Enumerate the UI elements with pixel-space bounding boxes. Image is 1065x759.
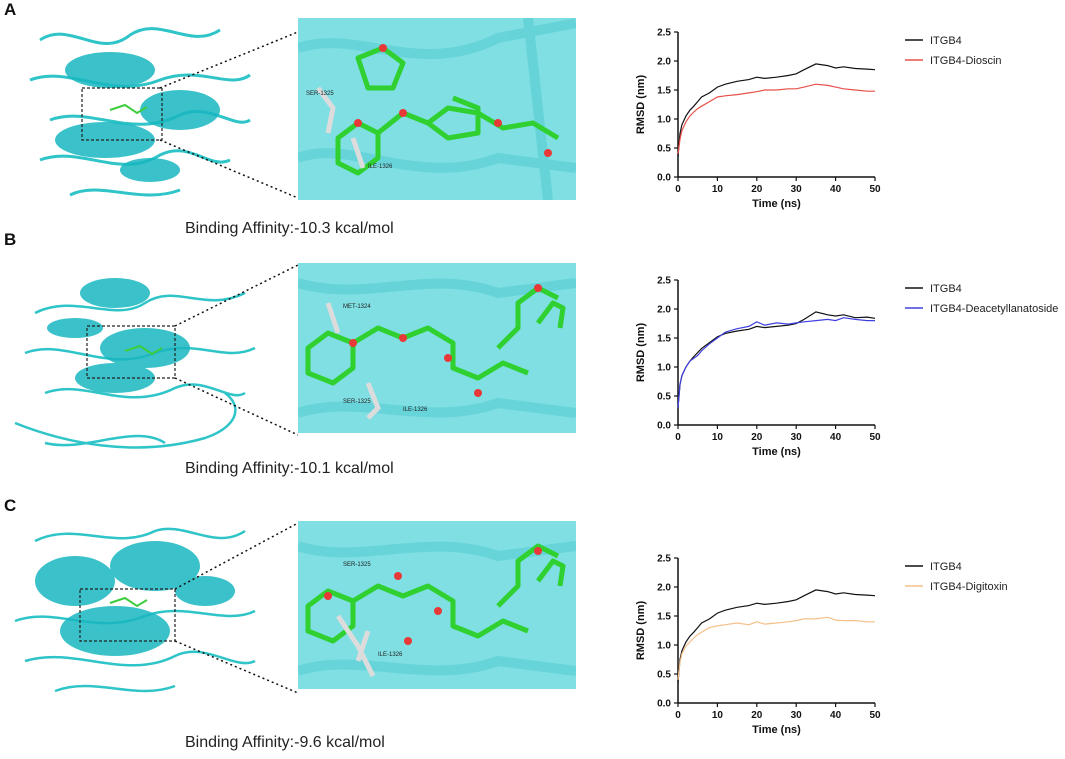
- x-tick-label: 20: [751, 184, 763, 195]
- y-axis-label: RMSD (nm): [635, 75, 647, 135]
- y-tick-label: 0.5: [657, 670, 671, 681]
- series-line: [677, 589, 876, 683]
- y-tick-label: 0.0: [657, 173, 671, 184]
- y-tick-label: 0.0: [657, 699, 671, 710]
- x-tick-label: 20: [751, 432, 763, 443]
- x-tick-label: 50: [869, 710, 881, 721]
- legend-label: ITGB4: [930, 35, 962, 47]
- y-tick-label: 2.5: [657, 276, 671, 287]
- y-tick-label: 0.5: [657, 392, 671, 403]
- legend-label: ITGB4-Dioscin: [930, 55, 1002, 67]
- x-axis-label: Time (ns): [752, 724, 801, 736]
- panel-c: C: [0, 496, 1065, 751]
- y-axis-label: RMSD (nm): [635, 601, 647, 661]
- series-line: [677, 616, 875, 680]
- x-tick-label: 30: [791, 710, 803, 721]
- residue-label: SER-1325: [343, 562, 371, 568]
- y-tick-label: 2.5: [657, 28, 671, 39]
- zoom-lines: [174, 522, 299, 694]
- legend-label: ITGB4-Digitoxin: [930, 581, 1008, 593]
- series-line: [677, 83, 875, 154]
- y-axis-label: RMSD (nm): [635, 323, 647, 383]
- x-axis-label: Time (ns): [752, 446, 801, 458]
- x-axis-label: Time (ns): [752, 198, 801, 210]
- residue-label: SER-1325: [343, 399, 371, 405]
- x-tick-label: 0: [675, 432, 681, 443]
- x-tick-label: 30: [791, 184, 803, 195]
- residue-label: ILE-1326: [378, 652, 403, 658]
- residue-label: ILE-1326: [368, 164, 393, 170]
- y-tick-label: 1.5: [657, 612, 671, 623]
- series-line: [677, 317, 875, 408]
- panel-a: A: [0, 0, 1065, 250]
- y-tick-label: 1.5: [657, 86, 671, 97]
- ligand-binding-image: SER-1325 ILE-1326: [298, 521, 576, 689]
- series-line: [677, 63, 876, 157]
- y-tick-label: 2.0: [657, 583, 671, 594]
- x-tick-label: 40: [830, 184, 842, 195]
- binding-affinity-caption: Binding Affinity:-10.1 kcal/mol: [185, 460, 394, 477]
- x-tick-label: 0: [675, 184, 681, 195]
- x-tick-label: 10: [712, 184, 724, 195]
- residue-label: MET-1324: [343, 304, 371, 310]
- x-tick-label: 50: [869, 432, 881, 443]
- residue-label: ILE-1326: [403, 407, 428, 413]
- binding-affinity-caption: Binding Affinity:-10.3 kcal/mol: [185, 220, 394, 237]
- y-tick-label: 1.0: [657, 115, 671, 126]
- y-tick-label: 1.0: [657, 363, 671, 374]
- y-tick-label: 2.5: [657, 554, 671, 565]
- y-tick-label: 1.0: [657, 641, 671, 652]
- y-tick-label: 0.0: [657, 421, 671, 432]
- x-tick-label: 10: [712, 710, 724, 721]
- rmsd-chart: 0.0 0.5 1.0 1.5 2.0 2.5 0 10 20 30 40 50 Time (ns) RM…: [635, 276, 1060, 459]
- x-tick-label: 0: [675, 710, 681, 721]
- zoom-lines: [159, 31, 299, 199]
- rmsd-chart: 0.0 0.5 1.0 1.5 2.0 2.5 0 10 20 30 40 50 Time (ns) RM…: [635, 554, 1008, 737]
- binding-affinity-caption: Binding Affinity:-9.6 kcal/mol: [185, 734, 385, 751]
- zoom-lines: [174, 264, 299, 436]
- panel-letter: B: [4, 230, 17, 249]
- residue-label: SER-1325: [306, 91, 334, 97]
- ligand-binding-image: MET-1324 SER-1325 ILE-1326: [298, 263, 576, 433]
- legend-label: ITGB4: [930, 561, 962, 573]
- protein-structure-image: [29, 27, 251, 197]
- x-tick-label: 10: [712, 432, 724, 443]
- protein-structure-image: [14, 527, 256, 693]
- x-tick-label: 30: [791, 432, 803, 443]
- protein-structure-image: [14, 278, 256, 449]
- x-tick-label: 20: [751, 710, 763, 721]
- x-tick-label: 40: [830, 432, 842, 443]
- panel-b: B: [0, 230, 1065, 498]
- series-line: [677, 311, 876, 408]
- y-tick-label: 2.0: [657, 57, 671, 68]
- x-tick-label: 50: [869, 184, 881, 195]
- rmsd-chart: 0.0 0.5 1.0 1.5 2.0 2.5 0 10 20 30 40 50 Time (ns) RM…: [635, 28, 1002, 211]
- panel-letter: A: [4, 0, 17, 19]
- ligand-binding-image: SER-1325 ILE-1326: [298, 18, 576, 200]
- y-tick-label: 2.0: [657, 305, 671, 316]
- y-tick-label: 1.5: [657, 334, 671, 345]
- legend-label: ITGB4-Deacetyllanatoside C: [930, 303, 1060, 315]
- panel-letter: C: [4, 496, 17, 515]
- legend-label: ITGB4: [930, 283, 962, 295]
- y-tick-label: 0.5: [657, 144, 671, 155]
- x-tick-label: 40: [830, 710, 842, 721]
